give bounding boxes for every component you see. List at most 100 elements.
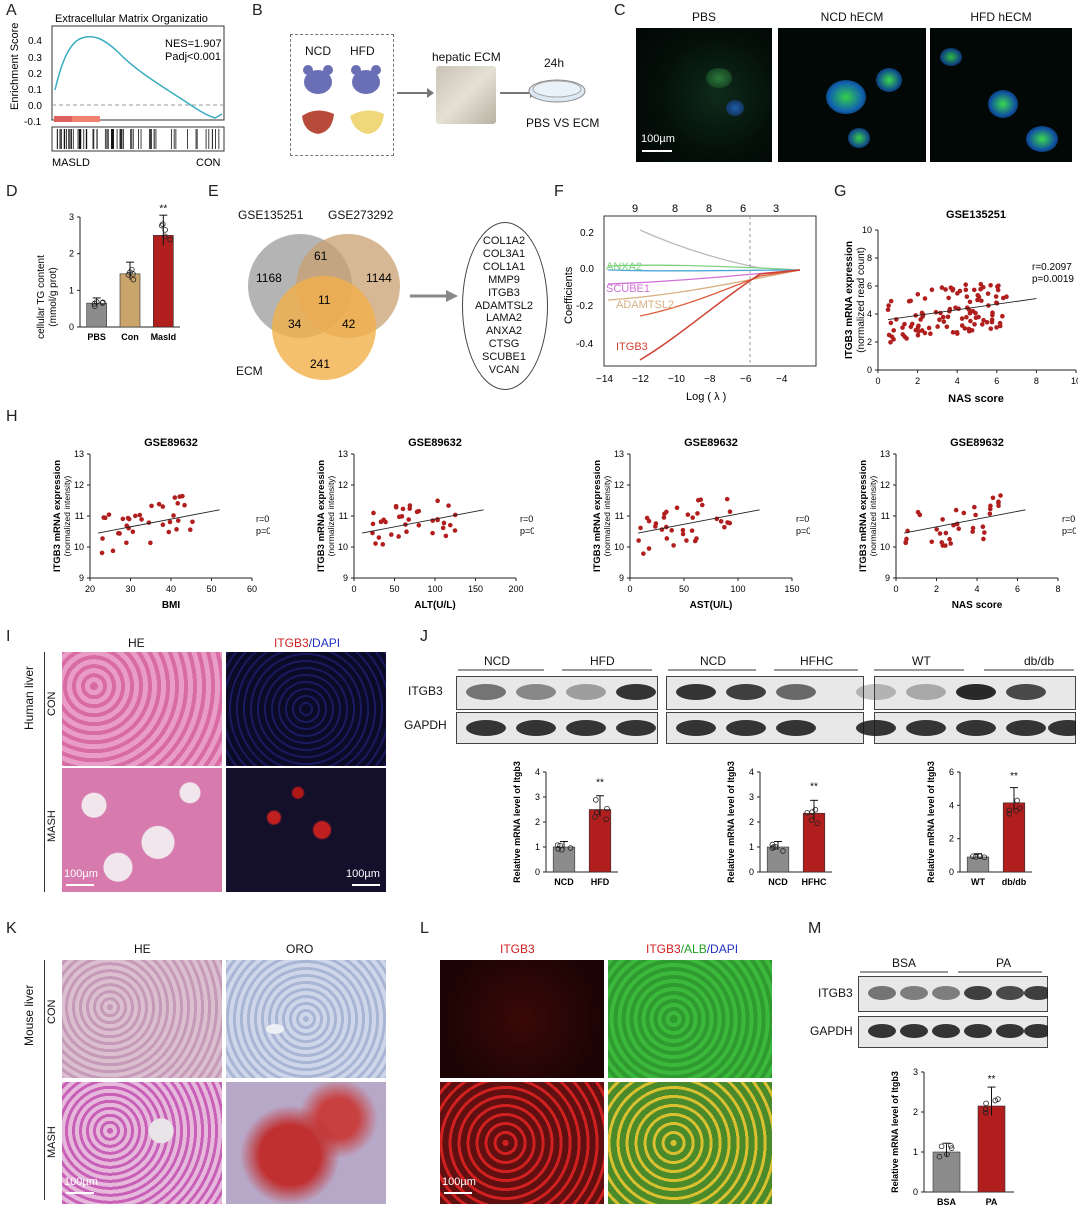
data-point (982, 1109, 989, 1116)
scatter-point (979, 298, 984, 304)
scatter-point (970, 525, 976, 531)
panel-letter-a: A (6, 2, 17, 19)
scatter-point (166, 529, 172, 535)
scatter-point (990, 495, 996, 501)
significance-label: ** (810, 781, 818, 792)
scatter-point (440, 525, 446, 531)
panel-letter-d: D (6, 183, 18, 200)
panel-letter-k: K (6, 920, 17, 937)
gsea-curve (54, 36, 223, 119)
data-point (769, 841, 776, 848)
scatter-xtick-label: 10 (1071, 376, 1078, 386)
pbs-vs-ecm-label: PBS VS ECM (526, 116, 600, 130)
scatter-point (727, 509, 733, 515)
liver-icon (302, 110, 334, 134)
scatter-ylabel-sub: (normalized intensity) (868, 475, 878, 556)
micro-title-ncd: NCD hECM (820, 10, 884, 24)
lasso-top-tick: 8 (706, 203, 712, 215)
scatter-point (916, 323, 921, 329)
scatter-point (900, 325, 905, 330)
i-scale-bar-left (66, 884, 94, 886)
chart-g-r: r=0.2097 (1032, 262, 1072, 273)
i-fluor-mash (226, 768, 386, 892)
bar-ytick-label: 1 (913, 1147, 918, 1157)
scatter-point (993, 294, 999, 299)
scatter-point (888, 320, 894, 326)
micro-image-hfd (930, 28, 1072, 162)
scatter-xtick-label: 6 (1015, 584, 1020, 594)
bar-ylabel: Relative mRNA level of Itgb3 (890, 1071, 900, 1193)
scatter-r: r=0.4449 (1062, 514, 1076, 524)
scatter-ylabel: ITGB3 mRNA expression (52, 460, 63, 572)
data-point (158, 222, 165, 229)
blot-band (956, 720, 996, 736)
bar-ytick-label: 0 (949, 867, 954, 877)
bar-ytick-label: 1 (535, 842, 540, 852)
scatter-point (407, 503, 413, 508)
gene-list-ellipse (462, 222, 548, 390)
l-scale: 100µm (442, 1176, 476, 1188)
data-point (592, 797, 599, 803)
scatter-point (124, 540, 129, 546)
lasso-path-blue (607, 269, 801, 272)
data-point (100, 299, 106, 306)
l-itgb3-mash (440, 1082, 604, 1204)
chart-f-lasso: 9 8 8 6 3 0.2 0.0 -0.2 -0.4 −14 −12 −10 … (563, 203, 817, 403)
scatter-xtick-label: 2 (915, 376, 920, 386)
bar-category-label: Masld (151, 332, 177, 342)
scatter-ytick-label: 12 (614, 480, 624, 490)
micro-image-ncd (778, 28, 926, 162)
gene-name: VCAN (488, 364, 520, 377)
gene-name: LAMA2 (485, 312, 523, 325)
data-point (604, 805, 610, 812)
scatter-point (727, 520, 733, 526)
scatter-point (928, 331, 933, 337)
bar-ylabel: Relative mRNA level of Itgb3 (926, 761, 936, 883)
scatter-point (171, 513, 176, 518)
lasso-ytick: 0.0 (580, 264, 594, 275)
i-row-mash: MASH (46, 810, 58, 842)
gsea-ytick: -0.1 (24, 117, 42, 128)
lasso-xtick: −14 (596, 374, 613, 385)
scatter-ytick-label: 2 (867, 337, 872, 347)
scatter-ylabel-sub: (normalized intensity) (62, 475, 72, 556)
scatter-point (981, 536, 986, 542)
blot-band (676, 720, 716, 736)
m-blot-bands (868, 986, 1048, 1038)
lasso-xtick: −6 (740, 374, 752, 385)
scatter-point (414, 509, 420, 515)
scatter-point (989, 317, 995, 323)
scatter-point (976, 314, 981, 320)
j-group-label: db/db (1024, 654, 1055, 668)
scatter-ytick-label: 11 (75, 511, 84, 521)
j-group-lines (458, 669, 1074, 671)
scatter-point (943, 287, 948, 292)
scatter-point (120, 516, 126, 522)
blot-band (996, 986, 1024, 1000)
l-itgb3-con (440, 960, 604, 1078)
gsea-title: Extracellular Matrix Organizatio (55, 13, 208, 25)
scatter-point (149, 503, 154, 509)
venn-circle-3 (272, 276, 376, 380)
scatter-point (955, 291, 960, 296)
scatter-point (137, 512, 143, 518)
panel-letter-g: G (834, 183, 847, 200)
lasso-gene-label: ANXA2 (606, 261, 642, 273)
data-point (130, 276, 137, 283)
scatter-ylabel-sub: (normalized intensity) (326, 475, 336, 556)
scatter-p: p=0.0367 (520, 526, 534, 536)
scatter-point (661, 515, 667, 520)
bar-ytick-label: 2 (913, 1107, 918, 1117)
scatter-point (172, 495, 178, 500)
scatter-point (886, 303, 891, 308)
scatter-ylabel-sub: (normalized intensity) (602, 475, 612, 556)
scatter-point (939, 285, 945, 290)
scatter-point (973, 310, 978, 316)
scatter-xtick-label: 0 (351, 584, 356, 594)
lasso-ylabel: Coefficients (563, 266, 575, 324)
scatter-xtick-label: 8 (1055, 584, 1060, 594)
panel-letter-i: I (6, 628, 11, 645)
gsea-right-label: CON (196, 157, 221, 169)
bar-ytick-label: 4 (535, 767, 540, 777)
scatter-point (953, 305, 958, 311)
